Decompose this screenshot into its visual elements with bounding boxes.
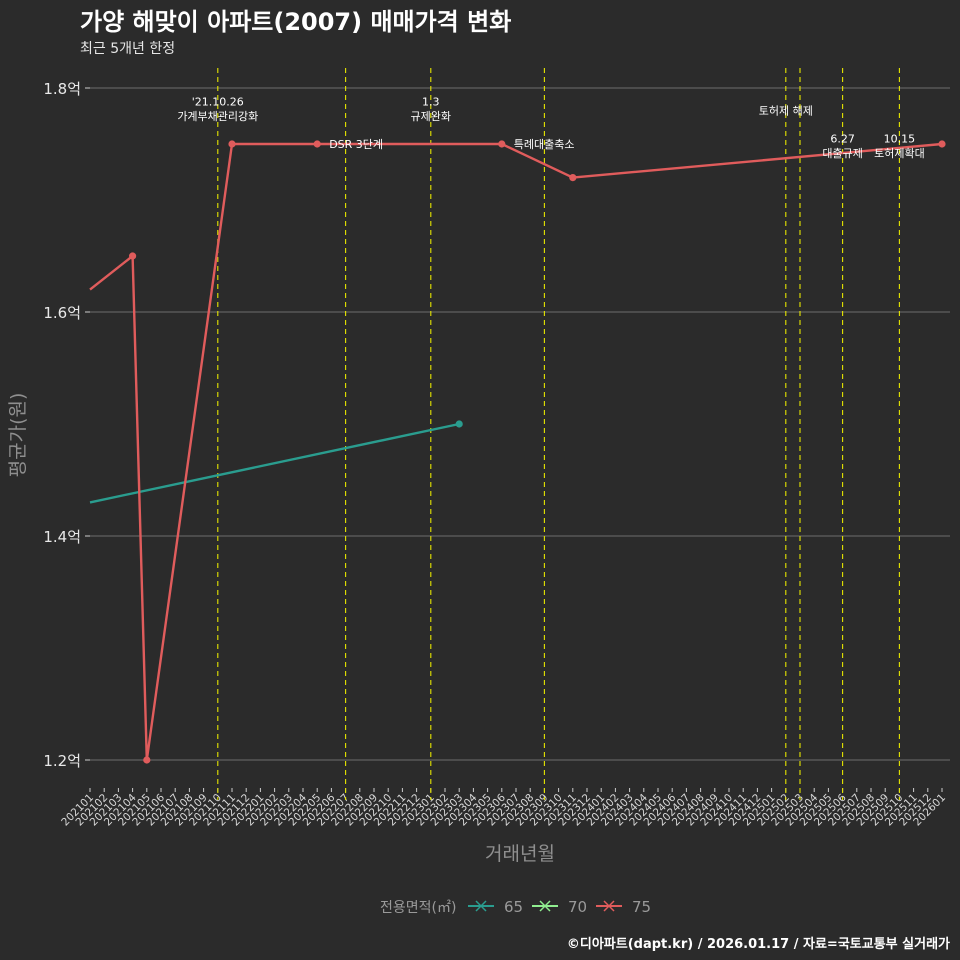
y-tick-label: 1.2억 [43, 752, 81, 770]
grid-lines [90, 87, 950, 761]
data-point-75 [228, 140, 236, 148]
y-axis-title: 평균가(원) [7, 393, 29, 478]
y-tick-label: 1.8억 [43, 80, 81, 98]
data-point-75 [129, 252, 137, 260]
chart-title: 가양 해맞이 아파트(2007) 매매가격 변화 [80, 8, 511, 36]
data-point-75 [143, 756, 151, 764]
annotation-label: 토허제확대 [874, 147, 925, 160]
legend-title: 전용면적(㎡) [380, 900, 456, 916]
x-axis-ticks: 2021012021022021032021042021052021062021… [59, 788, 948, 828]
series-line-75 [89, 142, 943, 762]
data-point-75 [498, 140, 506, 148]
y-axis-ticks: 1.2억 1.4억 1.6억 1.8억 [43, 80, 90, 770]
series-line-65 [89, 422, 460, 504]
annotation-label: 특례대출축소 [514, 138, 575, 151]
annotation-label: DSR 3단계 [329, 138, 383, 151]
legend-item-label: 75 [632, 898, 651, 916]
x-axis-title: 거래년월 [485, 843, 555, 865]
data-point-75 [938, 140, 946, 148]
annotation-label: 6.27 [830, 132, 855, 145]
data-point-65 [455, 420, 463, 428]
annotation-label: 10.15 [884, 132, 916, 145]
annotation-label: 규제완화 [411, 110, 451, 123]
annotation-label: 가계부채관리강화 [177, 110, 258, 123]
y-tick-label: 1.6억 [43, 304, 81, 322]
series-lines [89, 140, 946, 764]
data-point-75 [313, 140, 321, 148]
legend: 전용면적(㎡) 65 70 75 [380, 898, 651, 916]
annotation-label: '21.10.26 [192, 95, 244, 108]
legend-item-label: 65 [504, 898, 523, 916]
event-lines [217, 68, 900, 800]
legend-item-label: 70 [568, 898, 587, 916]
legend-key-cross [475, 900, 487, 912]
chart-subtitle: 최근 5개년 한정 [80, 41, 175, 57]
legend-key-cross [603, 900, 615, 912]
annotation-label: 1.3 [422, 95, 440, 108]
caption: ©디아파트(dapt.kr) / 2026.01.17 / 자료=국토교통부 실… [567, 936, 950, 952]
annotation-label: 대출규제 [822, 147, 862, 160]
legend-key-cross [539, 900, 551, 912]
annotation-label: 토허제 해제 [759, 103, 813, 117]
data-point-75 [569, 174, 577, 182]
y-tick-label: 1.4억 [43, 528, 81, 546]
